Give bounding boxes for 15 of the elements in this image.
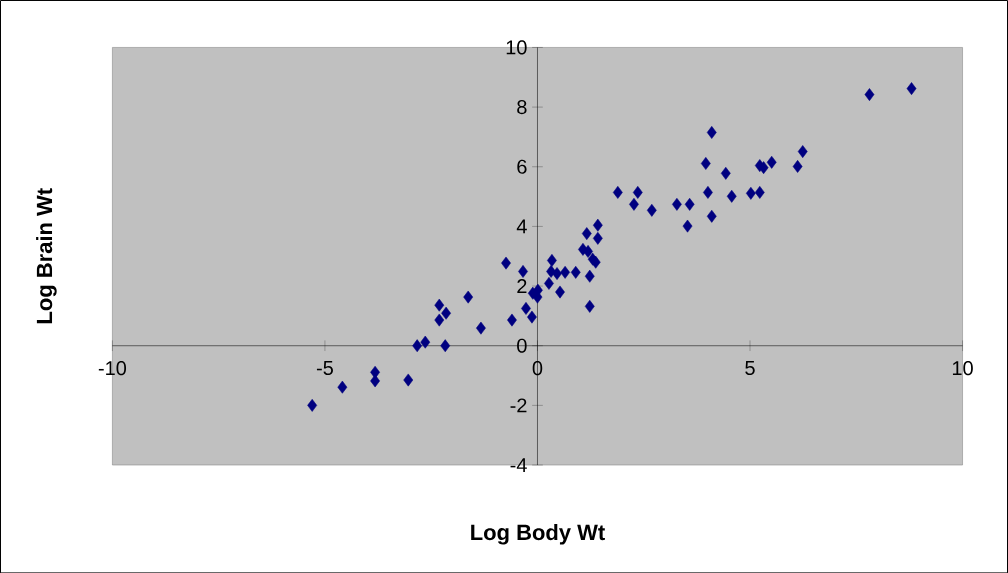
y-tick-label: -4 bbox=[510, 457, 527, 472]
x-tick-label: -5 bbox=[316, 360, 333, 375]
y-tick-label: 0 bbox=[517, 338, 527, 353]
y-tick-label: 2 bbox=[517, 278, 527, 293]
y-tick-label: 6 bbox=[517, 159, 527, 174]
x-tick-label: -10 bbox=[98, 360, 127, 376]
y-tick-label: 4 bbox=[516, 219, 527, 234]
x-tick-label: 5 bbox=[745, 360, 755, 375]
y-tick-label: 10 bbox=[506, 40, 527, 55]
y-tick-label: -2 bbox=[510, 398, 527, 413]
x-tick-label: 0 bbox=[532, 360, 543, 376]
x-axis-title: Log Body Wt bbox=[471, 523, 605, 545]
y-axis-title: Log Brain Wt bbox=[36, 187, 57, 323]
x-tick-label: 10 bbox=[952, 360, 973, 376]
y-tick-label: 8 bbox=[517, 99, 527, 114]
